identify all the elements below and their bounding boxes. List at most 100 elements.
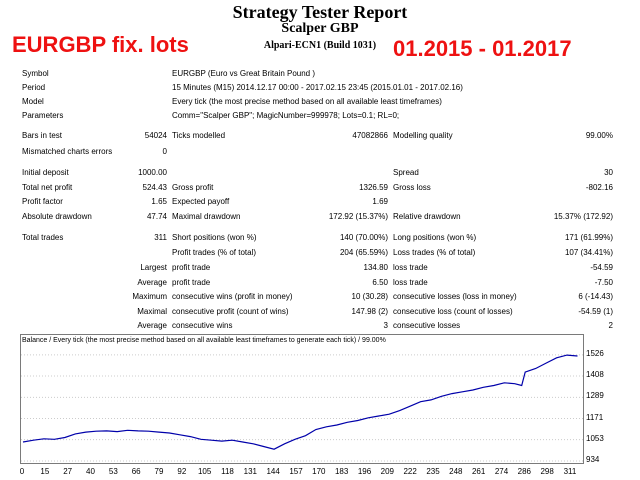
- deposit-label: Initial deposit: [22, 168, 69, 177]
- avg-consec-wins-value: 3: [383, 321, 388, 330]
- x-tick-label: 209: [380, 467, 394, 476]
- reldd-label: Relative drawdown: [393, 212, 461, 221]
- chart-caption: Balance / Every tick (the most precise m…: [22, 337, 386, 344]
- bars-label: Bars in test: [22, 131, 63, 140]
- largest-profit-value: 134.80: [363, 263, 388, 272]
- short-value: 140 (70.00%): [339, 233, 388, 242]
- x-tick-label: 157: [289, 467, 303, 476]
- average2-label: Average: [137, 321, 167, 330]
- short-label: Short positions (won %): [172, 233, 257, 242]
- largest-loss-value: -54.59: [590, 263, 613, 272]
- profit-trades-label: Profit trades (% of total): [172, 248, 257, 257]
- maximal-label: Maximal: [137, 307, 167, 316]
- avg-consec-losses-value: 2: [608, 321, 613, 330]
- x-tick-label: 274: [494, 467, 509, 476]
- absdd-label: Absolute drawdown: [22, 212, 92, 221]
- average-loss-value: -7.50: [594, 278, 613, 287]
- x-tick-label: 27: [63, 467, 73, 476]
- y-tick-label: 1526: [586, 348, 604, 358]
- maximal-consec-profit-label: consecutive profit (count of wins): [172, 307, 289, 316]
- reldd-value: 15.37% (172.92): [553, 212, 613, 221]
- maximal-consec-loss-value: -54.59 (1): [578, 307, 613, 316]
- x-tick-label: 222: [403, 467, 417, 476]
- quality-value: 99.00%: [585, 131, 613, 140]
- absdd-value: 47.74: [146, 212, 167, 221]
- x-tick-label: 286: [517, 467, 531, 476]
- x-tick-label: 92: [177, 467, 187, 476]
- x-tick-label: 170: [312, 467, 326, 476]
- y-tick-label: 1289: [586, 391, 604, 401]
- symbol-value: EURGBP (Euro vs Great Britain Pound ): [172, 69, 316, 78]
- bars-value: 54024: [144, 131, 167, 140]
- spread-label: Spread: [393, 168, 419, 177]
- max-consec-wins-value: 10 (30.28): [351, 292, 388, 301]
- x-tick-label: 144: [266, 467, 280, 476]
- x-tick-label: 183: [334, 467, 349, 476]
- grossloss-value: -802.16: [585, 183, 613, 192]
- loss-trades-label: Loss trades (% of total): [393, 248, 476, 257]
- server-label: Alpari-ECN1 (Build 1031): [263, 40, 377, 51]
- x-tick-label: 66: [131, 467, 141, 476]
- x-tick-label: 248: [449, 467, 463, 476]
- average-label: Average: [137, 278, 167, 287]
- deposit-value: 1000.00: [138, 168, 167, 177]
- balance-chart: [20, 334, 584, 464]
- trades-value: 311: [154, 233, 167, 242]
- balance-series-line: [22, 354, 578, 450]
- grossprofit-label: Gross profit: [172, 183, 214, 192]
- average-loss-label: loss trade: [393, 278, 428, 287]
- profitfactor-value: 1.65: [151, 197, 167, 206]
- ticks-value: 47082866: [352, 131, 388, 140]
- avg-consec-losses-label: consecutive losses: [393, 321, 461, 330]
- average-profit-value: 6.50: [372, 278, 388, 287]
- payoff-value: 1.69: [372, 197, 388, 206]
- period-label: Period: [22, 83, 46, 92]
- y-tick-label: 1053: [586, 433, 604, 443]
- grossprofit-value: 1326.59: [359, 183, 388, 192]
- max-consec-losses-label: consecutive losses (loss in money): [393, 292, 517, 301]
- loss-trades-value: 107 (34.41%): [564, 248, 613, 257]
- maxdd-value: 172.92 (15.37%): [328, 212, 388, 221]
- avg-consec-wins-label: consecutive wins: [172, 321, 233, 330]
- netprofit-value: 524.43: [142, 183, 167, 192]
- report-title: Strategy Tester Report: [232, 2, 408, 22]
- trades-label: Total trades: [22, 233, 64, 242]
- largest-loss-label: loss trade: [393, 263, 428, 272]
- report-subtitle: Scalper GBP: [281, 21, 359, 36]
- largest-label: Largest: [140, 263, 167, 272]
- x-tick-label: 311: [563, 467, 577, 476]
- maxdd-label: Maximal drawdown: [172, 212, 241, 221]
- overlay-date-range: 01.2015 - 01.2017: [393, 36, 572, 61]
- y-tick-label: 1408: [586, 370, 604, 380]
- overlay-symbol-label: EURGBP fix. lots: [12, 32, 189, 57]
- profitfactor-label: Profit factor: [22, 197, 63, 206]
- x-tick-label: 298: [540, 467, 554, 476]
- symbol-label: Symbol: [22, 69, 49, 78]
- grossloss-label: Gross loss: [393, 183, 431, 192]
- netprofit-label: Total net profit: [22, 183, 73, 192]
- long-label: Long positions (won %): [393, 233, 477, 242]
- parameters-label: Parameters: [22, 111, 64, 120]
- mismatch-label: Mismatched charts errors: [22, 147, 113, 156]
- mismatch-value: 0: [162, 147, 167, 156]
- maximal-consec-loss-label: consecutive loss (count of losses): [393, 307, 513, 316]
- x-tick-label: 235: [426, 467, 440, 476]
- x-tick-label: 105: [197, 467, 212, 476]
- model-value: Every tick (the most precise method base…: [172, 97, 442, 106]
- model-label: Model: [22, 97, 44, 106]
- spread-value: 30: [604, 168, 613, 177]
- quality-label: Modelling quality: [393, 131, 453, 140]
- balance-chart-svg: [21, 354, 583, 462]
- x-tick-label: 15: [40, 467, 50, 476]
- x-tick-label: 131: [243, 467, 257, 476]
- y-tick-label: 934: [586, 455, 600, 464]
- x-tick-label: 0: [19, 467, 25, 476]
- parameters-value: Comm="Scalper GBP"; MagicNumber=999978; …: [172, 111, 400, 120]
- x-tick-label: 118: [221, 467, 234, 476]
- x-tick-label: 196: [357, 467, 372, 476]
- x-tick-label: 40: [86, 467, 95, 476]
- period-value: 15 Minutes (M15) 2014.12.17 00:00 - 2017…: [172, 83, 463, 92]
- x-tick-label: 261: [471, 467, 486, 476]
- largest-profit-label: profit trade: [172, 263, 211, 272]
- max-consec-wins-label: consecutive wins (profit in money): [172, 292, 293, 301]
